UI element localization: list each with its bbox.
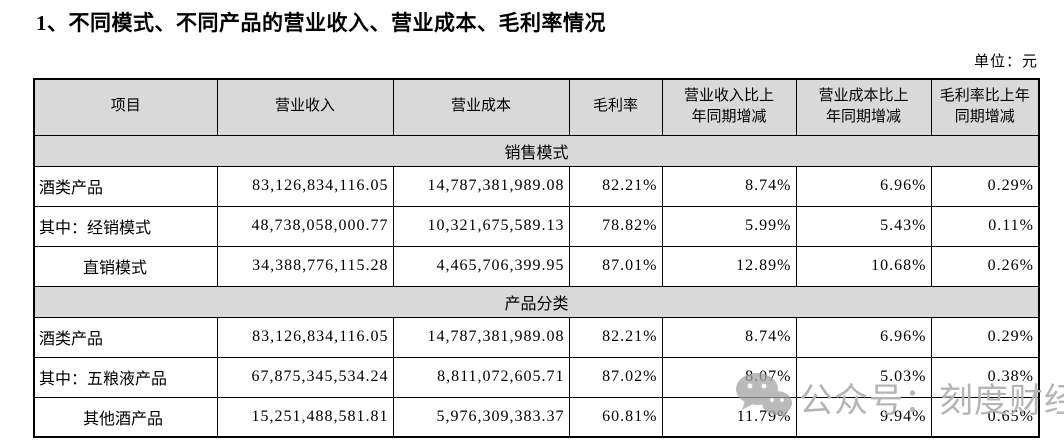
cell-item: 酒类产品 <box>33 316 218 358</box>
table-row: 酒类产品 83,126,834,116.05 14,787,381,989.08… <box>33 165 1040 207</box>
col-header-revenue: 营业收入 <box>216 78 394 136</box>
cell-cost-yoy: 10.68% <box>795 245 932 287</box>
section-row-sales-mode: 销售模式 <box>33 134 1040 167</box>
cell-cost: 8,811,072,605.71 <box>392 356 570 398</box>
revenue-cost-margin-table: 项目 营业收入 营业成本 毛利率 营业收入比上年同期增减 营业成本比上年同期增减… <box>33 78 1040 438</box>
header-row: 项目 营业收入 营业成本 毛利率 营业收入比上年同期增减 营业成本比上年同期增减… <box>33 78 1040 136</box>
cell-revenue: 83,126,834,116.05 <box>216 316 394 358</box>
col-header-margin-yoy-label: 毛利率比上年同期增减 <box>939 87 1030 126</box>
cell-item: 直销模式 <box>33 245 218 287</box>
cell-margin-yoy: 0.38% <box>930 356 1040 398</box>
cell-margin: 87.02% <box>568 356 663 398</box>
cell-margin: 82.21% <box>568 316 663 358</box>
page-title: 1、不同模式、不同产品的营业收入、营业成本、毛利率情况 <box>36 11 606 35</box>
table-row: 酒类产品 83,126,834,116.05 14,787,381,989.08… <box>33 316 1040 358</box>
cell-margin-yoy: 0.29% <box>930 316 1040 358</box>
cell-cost-yoy: 6.96% <box>795 165 932 207</box>
col-header-cost-yoy-label: 营业成本比上年同期增减 <box>818 87 909 126</box>
cell-cost-yoy: 6.96% <box>795 316 932 358</box>
table-row: 其中：经销模式 48,738,058,000.77 10,321,675,589… <box>33 205 1040 247</box>
cell-revenue: 83,126,834,116.05 <box>216 165 394 207</box>
table-row: 其他酒产品 15,251,488,581.81 5,976,309,383.37… <box>33 396 1040 438</box>
cell-margin-yoy: 0.11% <box>930 205 1040 247</box>
cell-margin: 82.21% <box>568 165 663 207</box>
col-header-margin-yoy: 毛利率比上年同期增减 <box>930 78 1040 136</box>
cell-revenue-yoy: 8.74% <box>661 165 797 207</box>
cell-item: 其中：五粮液产品 <box>33 356 218 398</box>
section-label: 产品分类 <box>33 285 1040 318</box>
table-row: 其中：五粮液产品 67,875,345,534.24 8,811,072,605… <box>33 356 1040 398</box>
cell-item: 酒类产品 <box>33 165 218 207</box>
cell-revenue: 67,875,345,534.24 <box>216 356 394 398</box>
col-header-item: 项目 <box>33 78 218 136</box>
col-header-cost: 营业成本 <box>392 78 570 136</box>
col-header-cost-yoy: 营业成本比上年同期增减 <box>795 78 932 136</box>
cell-cost: 14,787,381,989.08 <box>392 165 570 207</box>
section-row-product-category: 产品分类 <box>33 285 1040 318</box>
cell-item: 其中：经销模式 <box>33 205 218 247</box>
cell-cost: 14,787,381,989.08 <box>392 316 570 358</box>
cell-cost-yoy: 5.03% <box>795 356 932 398</box>
cell-revenue: 15,251,488,581.81 <box>216 396 394 438</box>
cell-revenue-yoy: 12.89% <box>661 245 797 287</box>
unit-label: 单位：元 <box>973 54 1038 70</box>
cell-margin-yoy: 0.65% <box>930 396 1040 438</box>
cell-margin: 60.81% <box>568 396 663 438</box>
cell-cost: 10,321,675,589.13 <box>392 205 570 247</box>
section-label: 销售模式 <box>33 134 1040 167</box>
cell-cost-yoy: 5.43% <box>795 205 932 247</box>
cell-cost: 4,465,706,399.95 <box>392 245 570 287</box>
cell-margin-yoy: 0.29% <box>930 165 1040 207</box>
cell-item: 其他酒产品 <box>33 396 218 438</box>
cell-revenue-yoy: 8.07% <box>661 356 797 398</box>
col-header-margin: 毛利率 <box>568 78 663 136</box>
cell-margin: 87.01% <box>568 245 663 287</box>
col-header-revenue-yoy-label: 营业收入比上年同期增减 <box>683 87 774 126</box>
cell-cost: 5,976,309,383.37 <box>392 396 570 438</box>
cell-cost-yoy: 9.94% <box>795 396 932 438</box>
cell-revenue-yoy: 8.74% <box>661 316 797 358</box>
cell-margin-yoy: 0.26% <box>930 245 1040 287</box>
col-header-revenue-yoy: 营业收入比上年同期增减 <box>661 78 797 136</box>
cell-margin: 78.82% <box>568 205 663 247</box>
cell-revenue-yoy: 5.99% <box>661 205 797 247</box>
table-row: 直销模式 34,388,776,115.28 4,465,706,399.95 … <box>33 245 1040 287</box>
cell-revenue: 34,388,776,115.28 <box>216 245 394 287</box>
cell-revenue-yoy: 11.79% <box>661 396 797 438</box>
cell-revenue: 48,738,058,000.77 <box>216 205 394 247</box>
